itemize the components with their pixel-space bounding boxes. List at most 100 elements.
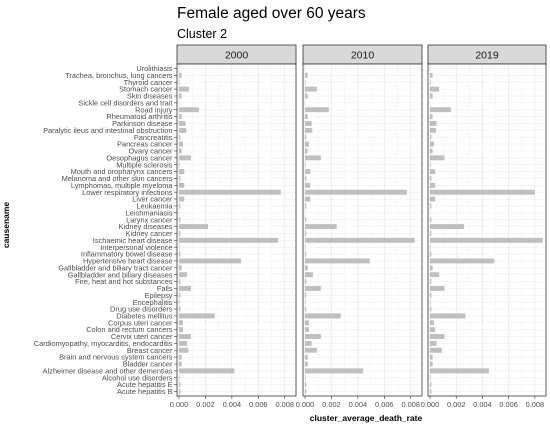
bar-2019-47 (430, 389, 432, 394)
bar-2000-25 (179, 237, 279, 243)
y-tick-label: Ovary cancer (129, 147, 173, 156)
bar-2019-3 (430, 86, 440, 92)
bar-2010-27 (305, 251, 307, 257)
bar-2019-19 (430, 196, 436, 202)
y-tick-label: Stomach cancer (119, 85, 173, 94)
bar-2019-46 (430, 382, 432, 388)
bar-2019-31 (430, 279, 432, 285)
bar-2019-14 (430, 162, 431, 168)
bar-2010-11 (305, 141, 309, 147)
bar-2000-41 (179, 347, 189, 353)
x-tick-label: 0.000 (421, 400, 440, 409)
bar-2000-32 (179, 285, 191, 291)
bar-2019-22 (430, 217, 432, 223)
bar-2000-8 (179, 121, 186, 126)
x-tick-label: 0.002 (196, 400, 215, 409)
y-tick-label: Brain and nervous system cancers (59, 353, 173, 362)
bar-2010-12 (305, 148, 308, 154)
y-tick-label: Trachea, bronchus, lung cancers (65, 71, 173, 80)
bar-2010-3 (305, 86, 317, 92)
bar-2000-17 (179, 182, 185, 188)
y-tick-label: Lower respiratory infections (82, 188, 173, 197)
bar-2010-42 (305, 354, 308, 360)
chart-title: Female aged over 60 years (177, 5, 366, 22)
y-tick-label: Epilepsy (145, 291, 173, 300)
x-tick-label: 0.008 (275, 400, 294, 409)
bar-2019-42 (430, 354, 433, 360)
bar-2010-26 (305, 244, 306, 250)
y-tick-label: Liver cancer (132, 195, 173, 204)
bar-2000-1 (179, 72, 182, 78)
bar-2000-15 (179, 169, 185, 175)
bar-2010-30 (305, 272, 313, 278)
bar-2019-27 (430, 251, 432, 257)
bar-2000-35 (179, 306, 181, 312)
x-tick-label: 0.000 (296, 400, 315, 409)
bar-2000-47 (179, 389, 181, 394)
y-tick-label: Rheumatoid arthritis (106, 112, 172, 121)
bar-2010-22 (305, 217, 307, 223)
bar-2000-31 (179, 279, 181, 285)
bar-2019-18 (430, 189, 535, 195)
bar-2019-25 (430, 237, 543, 243)
bar-2010-1 (305, 72, 308, 78)
bar-2010-20 (305, 203, 307, 209)
bar-2000-11 (179, 141, 183, 147)
x-tick-label: 0.002 (322, 400, 341, 409)
y-tick-label: Gallbladder and biliary tract cancer (58, 263, 173, 272)
facet-strip-label: 2010 (351, 50, 375, 62)
bar-2000-46 (179, 382, 181, 388)
chart-subtitle: Cluster 2 (177, 27, 227, 41)
bar-2010-36 (305, 313, 341, 319)
y-tick-label: Mouth and oropharynx cancers (71, 167, 173, 176)
y-tick-label: Fire, heat and hot substances (75, 277, 173, 286)
bar-2019-2 (430, 79, 431, 85)
y-tick-label: Sickle cell disorders and trait (78, 98, 172, 107)
bar-2019-4 (430, 93, 433, 99)
bar-2000-30 (179, 272, 187, 278)
y-tick-label: Falls (157, 284, 173, 293)
bar-2010-24 (305, 230, 307, 236)
x-tick-label: 0.006 (249, 400, 268, 409)
y-tick-label: Gallbladder and biliary diseases (68, 270, 173, 279)
x-tick-label: 0.006 (375, 400, 394, 409)
bar-2000-42 (179, 354, 182, 360)
bar-2000-19 (179, 196, 185, 202)
bar-2019-12 (430, 148, 433, 154)
bar-2019-1 (430, 72, 433, 78)
y-tick-label: Multiple sclerosis (116, 160, 173, 169)
bar-2019-26 (430, 244, 431, 250)
bar-2000-45 (179, 375, 180, 381)
bar-2010-31 (305, 279, 307, 285)
y-tick-label: Cervix uteri cancer (111, 332, 173, 341)
x-tick-label: 0.004 (349, 400, 368, 409)
y-tick-label: Alcohol use disorders (102, 373, 173, 382)
bar-2010-47 (305, 389, 307, 394)
bar-2019-36 (430, 313, 466, 319)
bar-2010-40 (305, 340, 312, 346)
facet-panel-2000: 2000 0.000 0.002 0.004 0.006 0.008 (170, 44, 297, 409)
bar-2019-17 (430, 182, 436, 188)
bar-2010-43 (305, 361, 308, 367)
y-tick-label: Acute hepatitis B (117, 387, 173, 396)
bar-2000-38 (179, 327, 183, 333)
bar-2010-34 (305, 299, 306, 305)
y-tick-label: Paralytic ileus and intestinal obstructi… (43, 126, 172, 135)
bar-2010-14 (305, 162, 306, 168)
bar-2000-3 (179, 86, 189, 92)
x-tick-label: 0.004 (223, 400, 242, 409)
bar-2000-12 (179, 148, 182, 154)
bar-2019-40 (430, 340, 437, 346)
y-tick-label: Lymphomas, multiple myeloma (71, 181, 173, 190)
y-tick-label: Interpersonal violence (100, 243, 172, 252)
bar-2010-9 (305, 127, 313, 133)
bar-2010-28 (305, 258, 370, 264)
bar-2000-40 (179, 340, 187, 346)
bar-2000-20 (179, 203, 181, 209)
bar-2000-44 (179, 368, 235, 374)
bar-2019-33 (430, 292, 432, 298)
y-tick-label: Diabetes mellitus (116, 312, 173, 321)
x-tick-label: 0.000 (170, 400, 189, 409)
